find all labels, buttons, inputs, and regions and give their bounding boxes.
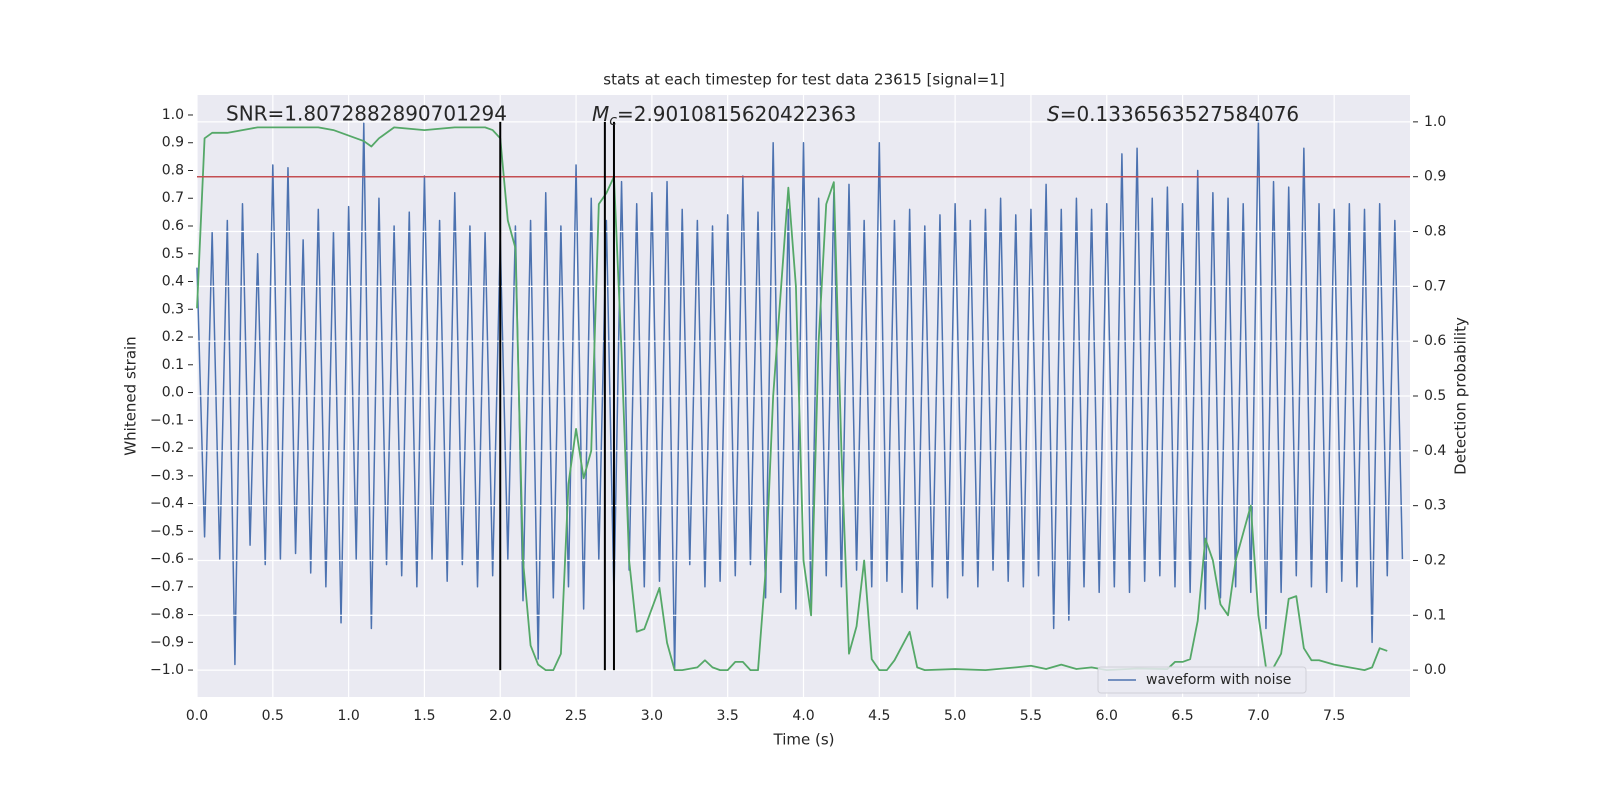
y-tick-label: −0.6 <box>150 551 184 567</box>
x-tick-label: 6.0 <box>1096 708 1118 724</box>
annotation-symbol: M <box>592 102 609 126</box>
y-tick-label: −0.5 <box>150 523 184 539</box>
x-tick-label: 0.0 <box>186 708 208 724</box>
y-tick-label: −0.4 <box>150 496 184 512</box>
y-tick-label: −0.2 <box>150 440 184 456</box>
y2-axis-label: Detection probability <box>1452 317 1470 475</box>
annotation-subscript: c <box>609 113 617 129</box>
x-tick-label: 7.0 <box>1247 708 1269 724</box>
x-tick-label: 4.5 <box>868 708 890 724</box>
y-tick-label: 0.4 <box>162 274 184 290</box>
annotation: S=0.1336563527584076 <box>1047 102 1299 126</box>
y-axis-label: Whitened strain <box>122 336 140 455</box>
y2-tick-label: 0.8 <box>1424 224 1446 240</box>
y-tick-label: 0.9 <box>162 135 184 151</box>
probability-line <box>196 126 1388 672</box>
annotation-symbol: S <box>1047 102 1060 126</box>
x-tick-label: 3.5 <box>717 708 739 724</box>
y2-tick-label: 0.9 <box>1424 169 1446 185</box>
annotation: SNR=1.8072882890701294 <box>226 102 507 126</box>
x-tick-label: 1.0 <box>337 708 359 724</box>
y2-tick-label: 0.6 <box>1424 333 1446 349</box>
x-tick-label: 0.5 <box>262 708 284 724</box>
y-tick-label: 0.1 <box>162 357 184 373</box>
y2-tick-label: 0.3 <box>1424 498 1446 514</box>
y2-tick-label: 0.5 <box>1424 388 1446 404</box>
annotation-value: =2.9010815620422363 <box>617 102 856 126</box>
x-tick-label: 5.0 <box>944 708 966 724</box>
waveform-line <box>196 119 1404 671</box>
annotation-value: =0.1336563527584076 <box>1060 102 1299 126</box>
y2-tick-label: 0.4 <box>1424 443 1446 459</box>
y-tick-label: −0.7 <box>150 579 184 595</box>
y-tick-label: 0.7 <box>162 190 184 206</box>
y-tick-label: 0.2 <box>162 329 184 345</box>
y-tick-label: −0.8 <box>150 607 184 623</box>
y-tick-label: 0.0 <box>162 385 184 401</box>
y-tick-label: −1.0 <box>150 662 184 678</box>
y2-tick-label: 0.0 <box>1424 662 1446 678</box>
legend: waveform with noise <box>1097 666 1307 694</box>
legend-box <box>1097 666 1307 694</box>
y2-tick-label: 0.7 <box>1424 278 1446 294</box>
overlay-layer <box>196 121 1410 672</box>
x-tick-label: 6.5 <box>1171 708 1193 724</box>
legend-label: waveform with noise <box>1146 672 1291 688</box>
x-tick-label: 4.0 <box>792 708 814 724</box>
x-axis-label: Time (s) <box>773 731 835 749</box>
y-tick-label: −0.9 <box>150 634 184 650</box>
y2-tick-label: 1.0 <box>1424 114 1446 130</box>
x-tick-label: 1.5 <box>413 708 435 724</box>
chart-title: stats at each timestep for test data 236… <box>603 71 1004 89</box>
y2-tick-label: 0.2 <box>1424 552 1446 568</box>
y-tick-label: 0.3 <box>162 301 184 317</box>
y2-tick-label: 0.1 <box>1424 607 1446 623</box>
x-tick-label: 2.5 <box>565 708 587 724</box>
y-tick-label: −0.3 <box>150 468 184 484</box>
y-tick-label: 0.5 <box>162 246 184 262</box>
x-tick-label: 7.5 <box>1323 708 1345 724</box>
x-tick-label: 3.0 <box>641 708 663 724</box>
annotation: Mc=2.9010815620422363 <box>592 102 856 130</box>
y-tick-label: 0.8 <box>162 162 184 178</box>
y-tick-label: −0.1 <box>150 412 184 428</box>
y-tick-label: 0.6 <box>162 218 184 234</box>
x-tick-label: 5.5 <box>1020 708 1042 724</box>
y-tick-label: 1.0 <box>162 107 184 123</box>
x-tick-label: 2.0 <box>489 708 511 724</box>
